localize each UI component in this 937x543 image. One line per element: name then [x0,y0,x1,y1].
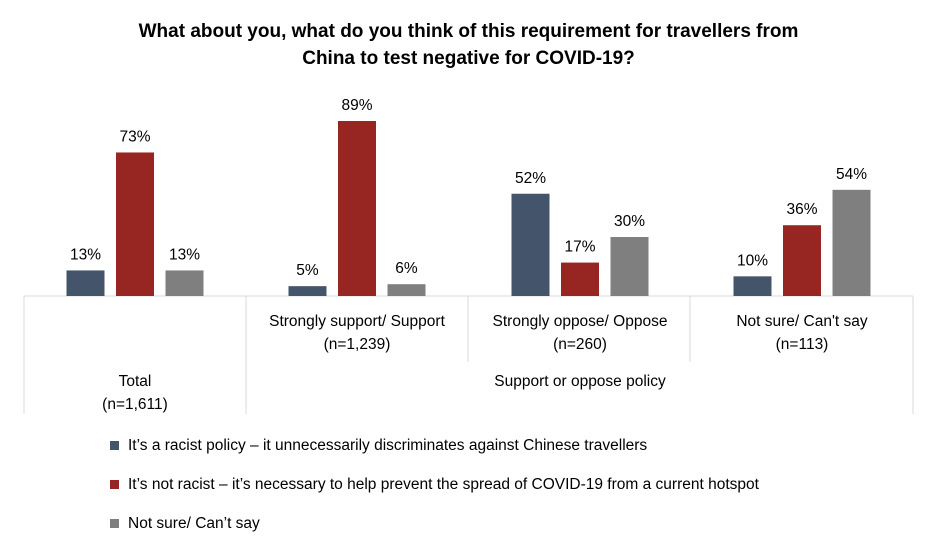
bar-not-sure-group-1 [165,270,204,296]
bar-racist-group-4 [733,276,772,296]
chart-title-line-1: What about you, what do you think of thi… [138,21,799,42]
legend-label-not-sure: Not sure/ Can’t say [128,514,260,532]
data-label-racist-group-4: 10% [737,252,768,269]
bar-not-racist-group-2 [338,121,376,296]
bar-not-sure-group-3 [610,237,649,296]
chart-title-line-2: China to test negative for COVID-19? [302,48,635,69]
data-label-not-racist-group-4: 36% [786,201,817,218]
legend: It’s a racist policy – it unnecessarily … [110,426,759,543]
bar-not-sure-group-2 [387,284,426,296]
bar-not-racist-group-3 [561,262,599,296]
bar-racist-group-3 [511,193,550,296]
category-label-4-line-1: Not sure/ Can't say [736,313,868,330]
bar-racist-group-1 [66,270,105,296]
bar-not-racist-group-4 [783,225,821,296]
chart-title: What about you, what do you think of thi… [0,18,937,72]
data-label-not-racist-group-1: 73% [119,128,150,145]
data-label-not-racist-group-2: 89% [341,97,372,114]
supergroup-label: Support or oppose policy [494,373,666,390]
legend-item-racist: It’s a racist policy – it unnecessarily … [110,426,759,465]
legend-swatch-not-racist [110,480,119,489]
category-label-2-line-2: (n=1,239) [324,336,391,353]
category-label-1-line-2: (n=1,611) [102,396,168,413]
legend-item-not-sure: Not sure/ Can’t say [110,504,759,543]
legend-label-racist: It’s a racist policy – it unnecessarily … [128,436,648,454]
legend-item-not-racist: It’s not racist – it’s necessary to help… [110,465,759,504]
data-label-racist-group-2: 5% [296,262,319,279]
legend-label-not-racist: It’s not racist – it’s necessary to help… [128,475,759,493]
data-label-not-sure-group-1: 13% [169,246,200,263]
category-label-3-line-1: Strongly oppose/ Oppose [493,313,668,330]
data-label-racist-group-1: 13% [70,246,101,263]
data-label-racist-group-3: 52% [515,170,546,187]
legend-swatch-racist [110,441,119,450]
data-label-not-sure-group-4: 54% [836,166,867,183]
bar-not-racist-group-1 [116,152,154,296]
bar-not-sure-group-4 [832,189,871,296]
category-label-4-line-2: (n=113) [776,336,829,353]
legend-swatch-not-sure [110,519,119,528]
data-label-not-sure-group-3: 30% [614,213,645,230]
category-label-1-line-1: Total [119,373,152,390]
category-label-3-line-2: (n=260) [553,336,607,353]
data-label-not-racist-group-3: 17% [564,239,595,256]
category-label-2-line-1: Strongly support/ Support [269,313,445,330]
bar-racist-group-2 [288,286,327,296]
data-label-not-sure-group-2: 6% [395,260,418,277]
